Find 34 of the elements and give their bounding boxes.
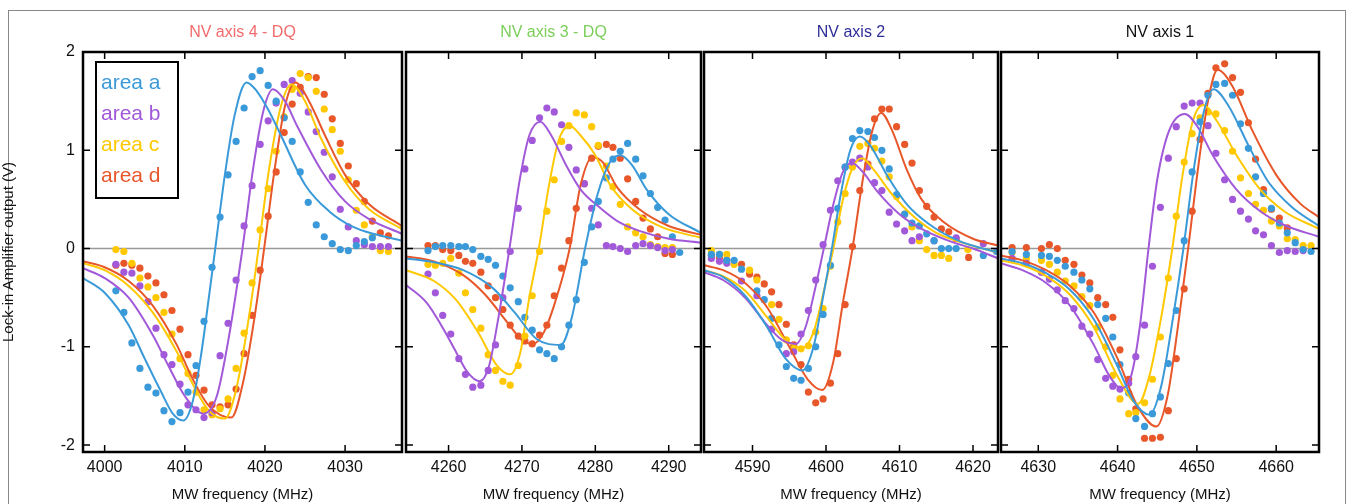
x-tick-label: 4590 bbox=[734, 458, 771, 476]
x-axis-title: MW frequency (MHz) bbox=[780, 485, 922, 503]
x-tick-label: 4030 bbox=[327, 458, 363, 476]
y-tick-label: -1 bbox=[60, 337, 76, 355]
x-tick-label: 4660 bbox=[1258, 458, 1295, 476]
x-tick-label: 4270 bbox=[504, 458, 540, 476]
x-tick-label: 4610 bbox=[881, 458, 918, 476]
text: area b bbox=[101, 101, 161, 125]
chart-title: NV axis 1 bbox=[1125, 23, 1195, 41]
y-tick-label: 2 bbox=[66, 42, 76, 60]
x-tick-label: 4290 bbox=[650, 458, 687, 476]
chart-title: NV axis 2 bbox=[816, 23, 886, 41]
x-axis-title: MW frequency (MHz) bbox=[171, 485, 314, 503]
x-tick-label: 4630 bbox=[1020, 458, 1057, 476]
x-tick-label: 4640 bbox=[1099, 458, 1136, 476]
x-tick-label: 4280 bbox=[577, 458, 614, 476]
y-axis-title: Lock-in Amplifier output (V) bbox=[0, 161, 17, 343]
text: area d bbox=[101, 163, 161, 187]
y-tick-label: 1 bbox=[66, 140, 76, 158]
x-tick-label: 4020 bbox=[247, 458, 283, 476]
x-tick-label: 4600 bbox=[808, 458, 844, 476]
text: area c bbox=[101, 132, 160, 156]
x-axis-title: MW frequency (MHz) bbox=[1089, 485, 1231, 503]
x-tick-label: 4620 bbox=[955, 458, 991, 476]
chart-title: NV axis 3 - DQ bbox=[500, 23, 607, 41]
x-tick-label: 4010 bbox=[166, 458, 203, 476]
x-tick-label: 4000 bbox=[86, 458, 123, 476]
x-tick-label: 4650 bbox=[1179, 458, 1215, 476]
y-tick-label: -2 bbox=[60, 435, 76, 453]
chart-title: NV axis 4 - DQ bbox=[189, 23, 296, 41]
text: area a bbox=[101, 70, 161, 94]
x-tick-label: 4260 bbox=[430, 458, 467, 476]
y-tick-label: 0 bbox=[66, 238, 76, 256]
x-axis-title: MW frequency (MHz) bbox=[482, 485, 625, 503]
